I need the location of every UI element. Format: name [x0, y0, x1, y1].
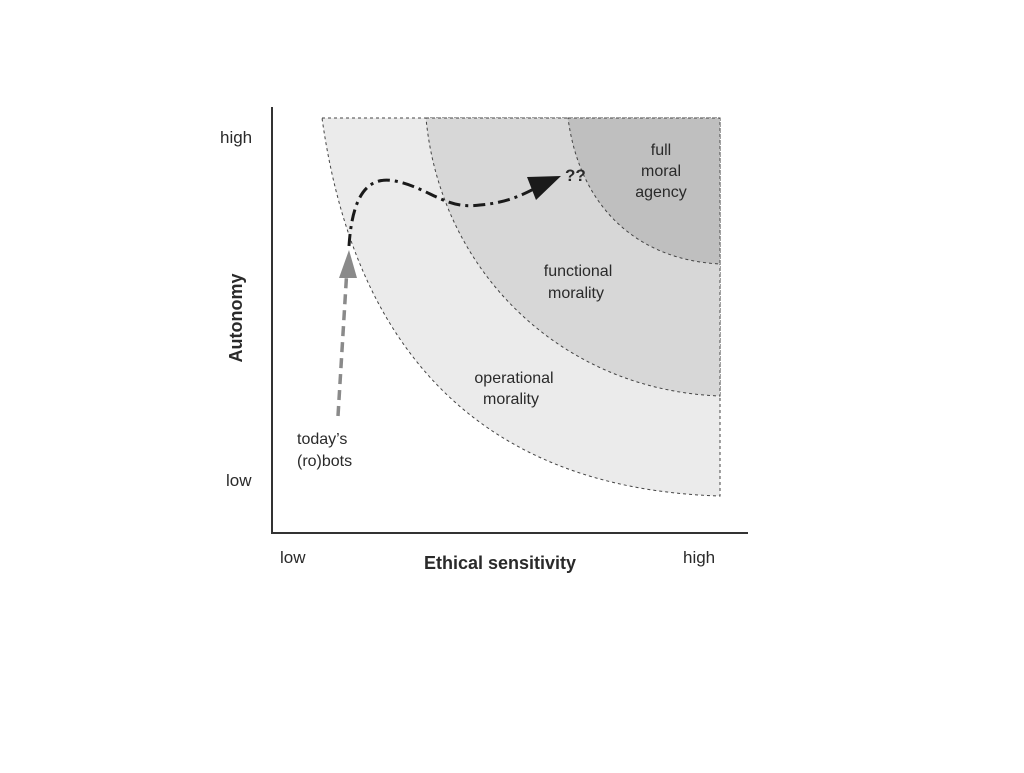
todays-robots-label-2: (ro)bots [297, 453, 352, 470]
progress-arrow-curve-head [527, 176, 561, 200]
y-axis-high-label: high [220, 128, 252, 147]
functional-morality-label-1: functional [544, 263, 613, 280]
x-axis-title: Ethical sensitivity [424, 553, 576, 573]
x-axis-high-label: high [683, 548, 715, 567]
full-moral-agency-label-2: moral [641, 163, 681, 180]
full-moral-agency-label-1: full [651, 142, 671, 159]
functional-morality-label-2: morality [548, 285, 604, 302]
progress-arrow-curve [347, 178, 549, 247]
unknown-marker: ?? [565, 166, 586, 185]
y-axis-title: Autonomy [226, 274, 246, 363]
x-axis-low-label: low [280, 548, 306, 567]
operational-morality-label-2: morality [483, 391, 539, 408]
progress-arrow-up [336, 267, 349, 417]
todays-robots-label-1: today’s [297, 431, 347, 448]
full-moral-agency-region [567, 117, 721, 265]
progress-arrow-up-head [339, 250, 357, 278]
full-moral-agency-label-3: agency [635, 184, 687, 201]
y-axis-low-label: low [226, 471, 252, 490]
operational-morality-label-1: operational [474, 370, 553, 387]
